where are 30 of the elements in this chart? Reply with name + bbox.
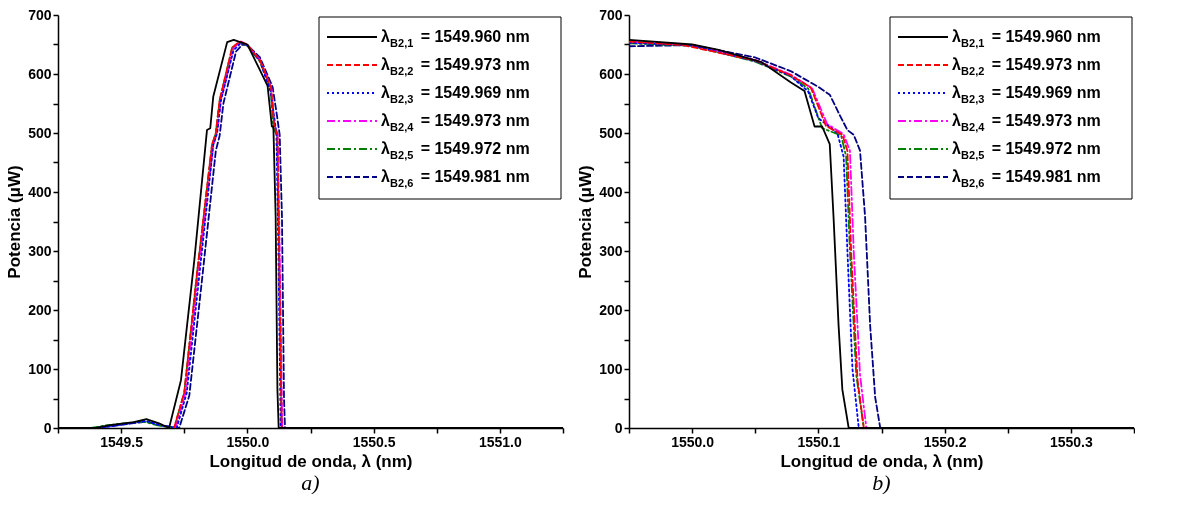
y-tick-label: 600 [28, 65, 52, 82]
y-tick-label: 200 [28, 301, 52, 318]
y-tick-label: 400 [28, 183, 52, 200]
x-tick-label: 1550.1 [797, 433, 841, 450]
y-tick-label: 0 [614, 419, 623, 436]
x-tick-label: 1551.0 [478, 433, 522, 450]
x-tick-label: 1550.0 [226, 433, 270, 450]
y-tick-label: 500 [28, 124, 52, 141]
x-tick-label: 1550.5 [352, 433, 396, 450]
y-tick-label: 0 [43, 419, 52, 436]
x-axis-title: Longitud de onda, λ (nm) [209, 451, 413, 471]
y-tick-label: 700 [599, 6, 623, 23]
text: b) [872, 470, 891, 495]
y-axis-title: Potencia (μW) [5, 165, 25, 279]
y-tick-label: 400 [599, 183, 623, 200]
y-tick-label: 300 [28, 242, 52, 259]
y-tick-label: 100 [28, 360, 52, 377]
y-tick-label: 100 [599, 360, 623, 377]
y-tick-label: 700 [28, 6, 52, 23]
x-tick-label: 1549.5 [100, 433, 144, 450]
x-tick-label: 1550.0 [671, 433, 715, 450]
x-tick-label: 1550.2 [923, 433, 967, 450]
y-tick-label: 300 [599, 242, 623, 259]
x-tick-label: 1550.3 [1049, 433, 1093, 450]
y-tick-label: 200 [599, 301, 623, 318]
y-axis-title: Potencia (μW) [576, 165, 596, 279]
text: a) [301, 470, 320, 495]
x-axis-title: Longitud de onda, λ (nm) [780, 451, 984, 471]
y-tick-label: 600 [599, 65, 623, 82]
y-tick-label: 500 [599, 124, 623, 141]
